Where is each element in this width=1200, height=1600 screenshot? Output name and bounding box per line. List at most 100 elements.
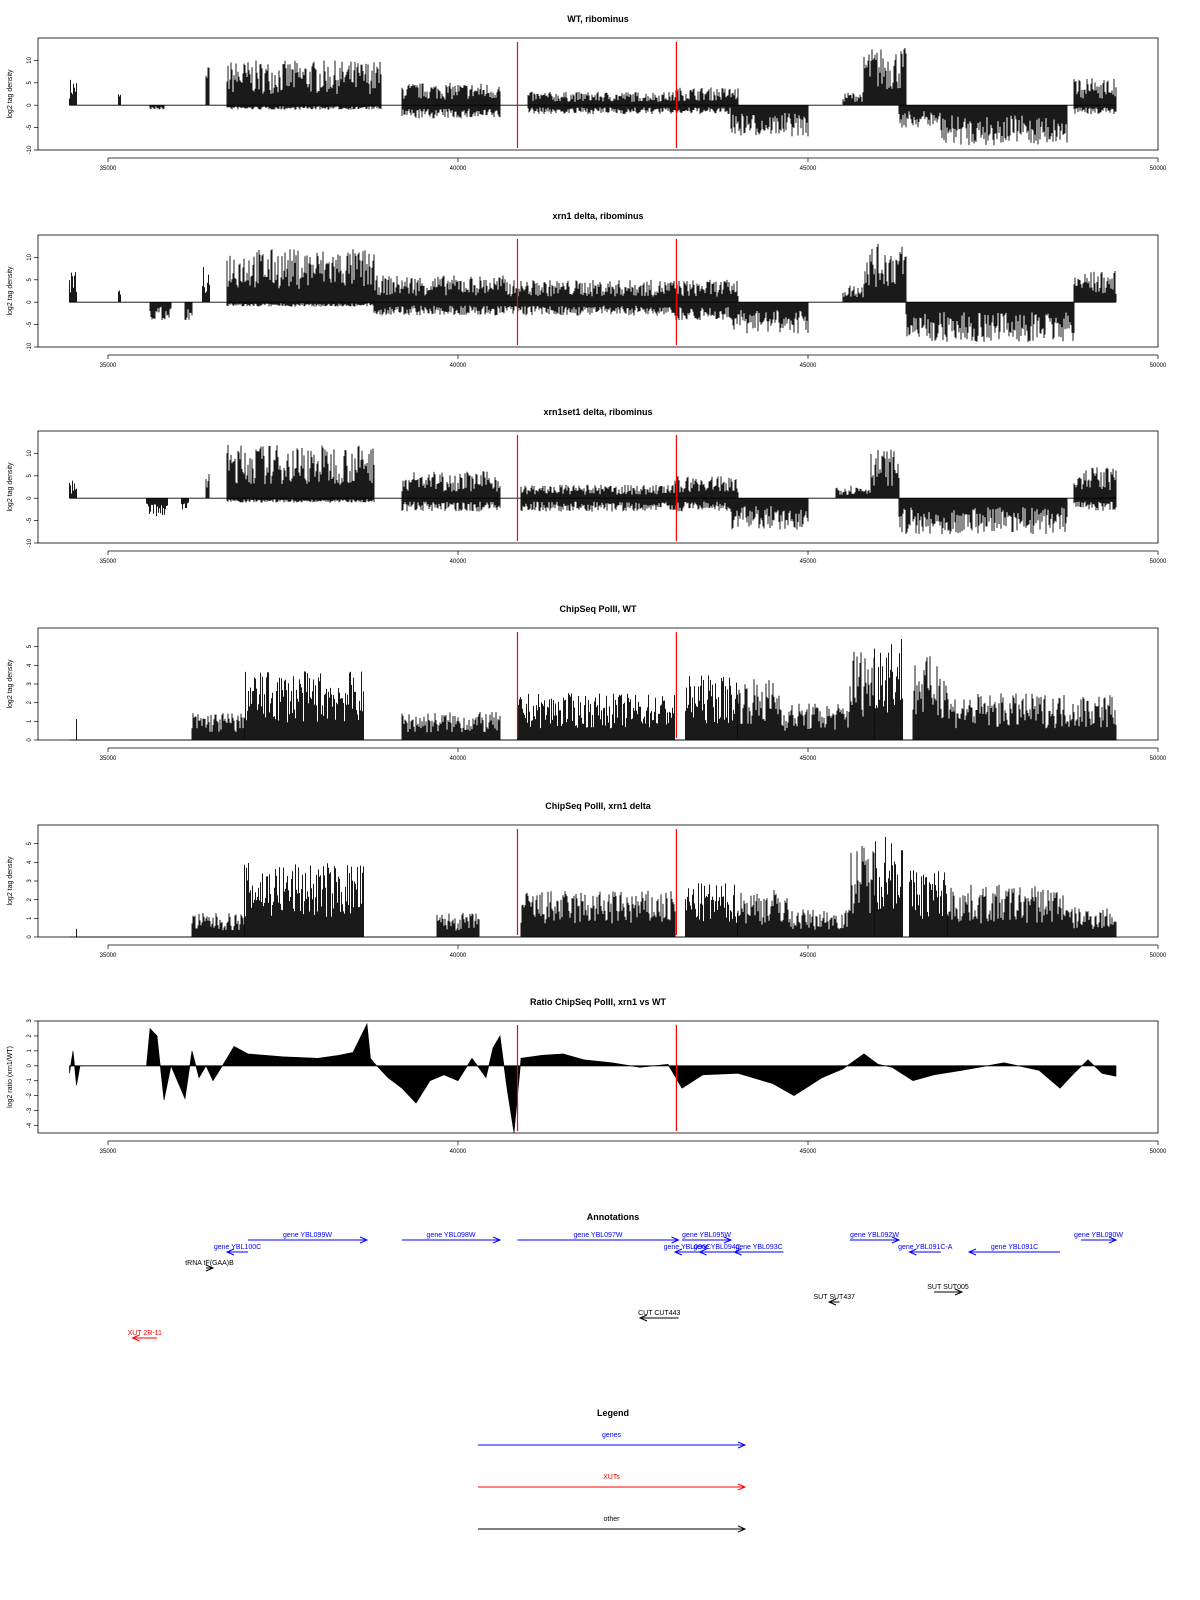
- annotation-label: gene YBL090W: [1074, 1232, 1123, 1239]
- signal-series: [69, 48, 1117, 146]
- x-tick-label: 50000: [1150, 166, 1167, 172]
- annotation-label: gene YBL092W: [850, 1232, 899, 1239]
- y-tick-label: 1: [27, 916, 33, 920]
- y-tick-label: -2: [27, 1092, 33, 1098]
- x-tick-label: 40000: [450, 166, 467, 172]
- y-tick-label: 0: [27, 738, 33, 742]
- x-tick-label: 40000: [450, 953, 467, 959]
- annotation-label: gene YBL094C: [693, 1244, 740, 1251]
- x-tick-label: 45000: [800, 953, 817, 959]
- annotation-label: gene YBL096C: [664, 1244, 711, 1251]
- legend-arrowhead: [737, 1525, 747, 1533]
- annotation-arrowhead: [954, 1288, 964, 1296]
- signal-bars: [76, 836, 1117, 937]
- x-tick-label: 50000: [1150, 756, 1167, 762]
- y-tick-label: 0: [27, 935, 33, 939]
- annotation-label: XUT 2R-11: [128, 1330, 162, 1337]
- y-tick-label: 10: [27, 253, 33, 260]
- y-tick-label: 0: [27, 1063, 33, 1067]
- annotation-label: gene YBL093C: [735, 1244, 782, 1251]
- x-tick-label: 35000: [100, 756, 117, 762]
- y-tick-label: 4: [27, 860, 33, 864]
- annotation-label: gene YBL097W: [574, 1232, 623, 1239]
- annotation-arrowhead: [131, 1334, 140, 1342]
- y-axis-label: log2 tag density: [7, 69, 14, 119]
- x-tick-label: 45000: [800, 756, 817, 762]
- annotation-label: gene YBL091C: [991, 1244, 1038, 1251]
- annotation-label: SUT SUT437: [814, 1294, 856, 1301]
- y-tick-label: 5: [27, 644, 33, 648]
- track-panel-xrn1-ribominus: xrn1 delta, ribominus log2 tag density -10…: [0, 197, 1200, 387]
- x-tick-label: 35000: [100, 363, 117, 369]
- annotation-arrowhead: [1108, 1236, 1118, 1244]
- annotation-label: gene YBL099W: [283, 1232, 332, 1239]
- signal-series: [69, 1022, 1117, 1134]
- y-tick-label: 1: [27, 719, 33, 723]
- y-axis-label: log2 tag density: [7, 659, 14, 709]
- legend-arrowhead: [737, 1483, 747, 1491]
- y-tick-label: 5: [27, 473, 33, 477]
- track-panel-chipseq-xrn1: ChipSeq PolII, xrn1 delta log2 tag densit…: [0, 787, 1200, 977]
- y-tick-label: 10: [27, 56, 33, 63]
- y-tick-label: 2: [27, 897, 33, 901]
- track-chart-1: WT, ribominus log2 tag density -10 -5 0 5 10 35…: [7, 14, 1167, 172]
- y-tick-label: 0: [27, 496, 33, 500]
- x-tick-label: 35000: [100, 953, 117, 959]
- annotation-label: tRNA tF(GAA)B: [185, 1260, 234, 1267]
- chart-title: Ratio ChipSeq PolII, xrn1 vs WT: [530, 997, 667, 1007]
- annotation-arrowhead: [908, 1248, 917, 1256]
- chart-title: xrn1set1 delta, ribominus: [543, 407, 652, 417]
- chart-title: xrn1 delta, ribominus: [552, 211, 643, 221]
- annotation-label: gene YBL091C-A: [898, 1244, 953, 1251]
- track-chart-3: xrn1set1 delta, ribominus log2 tag densit…: [7, 407, 1167, 565]
- plot-frame: [37, 1020, 1159, 1134]
- y-tick-label: 5: [27, 841, 33, 845]
- y-axis-label: log2 tag density: [7, 462, 14, 512]
- x-tick-label: 50000: [1150, 559, 1167, 565]
- plot-frame: [37, 430, 1159, 544]
- x-tick-label: 35000: [100, 1149, 117, 1155]
- x-tick-label: 40000: [450, 363, 467, 369]
- legend-label: other: [604, 1516, 621, 1523]
- x-tick-label: 50000: [1150, 1149, 1167, 1155]
- y-tick-label: -5: [27, 321, 33, 327]
- y-axis-label: log2 tag density: [7, 856, 14, 906]
- y-tick-label: -5: [27, 124, 33, 130]
- chart-title: WT, ribominus: [567, 14, 629, 24]
- y-tick-label: 5: [27, 277, 33, 281]
- y-tick-label: 2: [27, 700, 33, 704]
- y-tick-label: -1: [27, 1077, 33, 1083]
- legend-arrowhead: [737, 1441, 747, 1449]
- x-tick-label: 40000: [450, 1149, 467, 1155]
- y-tick-label: 0: [27, 103, 33, 107]
- track-chart-6: Ratio ChipSeq PolII, xrn1 vs WT log2 rati…: [7, 997, 1167, 1155]
- track-panel-chipseq-wt: ChipSeq PolII, WT log2 tag density 0 1 2 3 4 5 3…: [0, 590, 1200, 780]
- track-chart-5: ChipSeq PolII, xrn1 delta log2 tag densit…: [7, 801, 1167, 959]
- track-panel-xrn1set1-ribominus: xrn1set1 delta, ribominus log2 tag densit…: [0, 393, 1200, 583]
- chart-title: ChipSeq PolII, xrn1 delta: [545, 801, 652, 811]
- x-tick-label: 45000: [800, 559, 817, 565]
- annotation-arrowhead: [698, 1248, 707, 1256]
- annotation-label: gene YBL098W: [427, 1232, 476, 1239]
- legend-label: genes: [602, 1432, 622, 1439]
- annotation-arrowhead: [225, 1248, 235, 1256]
- signal-series: [69, 244, 1117, 342]
- y-tick-label: -4: [27, 1122, 33, 1128]
- annotation-label: CUT CUT443: [638, 1310, 680, 1317]
- annotations-title: Annotations: [587, 1212, 640, 1222]
- y-tick-label: -3: [27, 1107, 33, 1113]
- y-tick-label: 1: [27, 1049, 33, 1053]
- chart-title: ChipSeq PolII, WT: [560, 604, 637, 614]
- annotation-label: gene YBL100C: [214, 1244, 261, 1251]
- annotation-arrowhead: [492, 1236, 502, 1244]
- signal-bars: [69, 444, 1117, 534]
- y-tick-label: 10: [27, 449, 33, 456]
- plot-frame: [37, 234, 1159, 348]
- annotation-arrowhead: [673, 1248, 683, 1256]
- y-tick-label: -5: [27, 517, 33, 523]
- signal-series: [69, 836, 1117, 938]
- signal-bars: [69, 244, 1117, 342]
- y-tick-label: 3: [27, 879, 33, 883]
- x-tick-label: 45000: [800, 1149, 817, 1155]
